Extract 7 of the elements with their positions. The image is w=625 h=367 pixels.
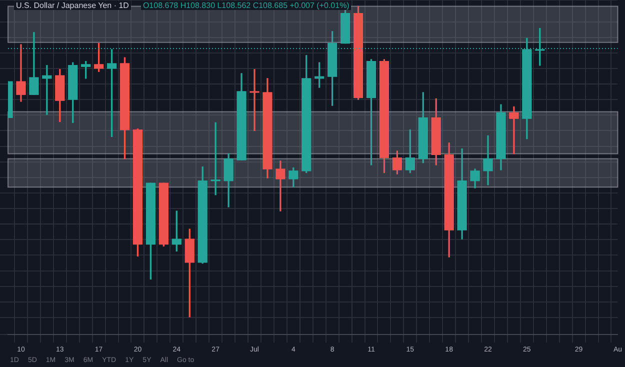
candlestick: [276, 160, 286, 212]
candlestick: [509, 106, 519, 154]
candlestick: [16, 44, 26, 102]
chart-title: U.S. Dollar / Japanese Yen · 1D: [14, 1, 131, 10]
candlestick: [210, 122, 220, 196]
chart-subtitle: O108.678 H108.830 L108.562 C108.685 +0.007 (+0.01%): [140, 1, 352, 10]
candlestick: [250, 69, 260, 132]
